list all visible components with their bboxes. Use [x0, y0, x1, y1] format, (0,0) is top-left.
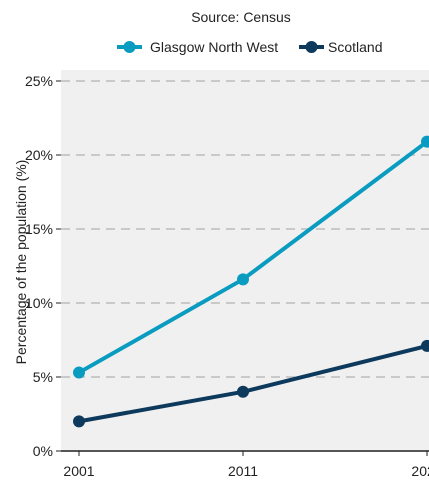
- legend: Glasgow North West Scotland: [117, 39, 382, 55]
- y-tick-label: 10%: [25, 295, 53, 311]
- y-tick-label: 15%: [25, 221, 53, 237]
- y-axis-ticks: 0% 5% 10% 15% 20% 25%: [25, 73, 61, 459]
- data-point: [237, 273, 249, 286]
- data-point: [73, 366, 85, 379]
- x-tick-label: 2011: [228, 463, 258, 479]
- y-tick-label: 25%: [25, 73, 53, 89]
- x-tick-label: 2021: [411, 463, 429, 479]
- data-point: [237, 385, 249, 398]
- y-tick-label: 20%: [25, 147, 53, 163]
- x-axis-ticks: 2001 2011 2021: [63, 451, 429, 479]
- y-tick-label: 5%: [33, 369, 53, 385]
- data-point: [421, 339, 429, 352]
- chart-subtitle: Source: Census: [191, 9, 291, 25]
- y-tick-label: 0%: [33, 443, 53, 459]
- x-tick-label: 2001: [63, 463, 94, 479]
- series-group: [73, 135, 429, 428]
- data-point: [421, 135, 429, 148]
- legend-swatch-point: [123, 41, 136, 53]
- y-axis-label: Percentage of the population (%): [13, 160, 29, 365]
- legend-label: Scotland: [328, 39, 382, 55]
- legend-swatch-point: [305, 41, 318, 53]
- gridlines: [61, 80, 429, 452]
- data-point: [73, 415, 85, 428]
- legend-label: Glasgow North West: [150, 39, 278, 55]
